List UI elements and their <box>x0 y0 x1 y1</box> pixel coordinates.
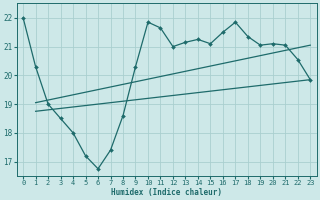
X-axis label: Humidex (Indice chaleur): Humidex (Indice chaleur) <box>111 188 222 197</box>
